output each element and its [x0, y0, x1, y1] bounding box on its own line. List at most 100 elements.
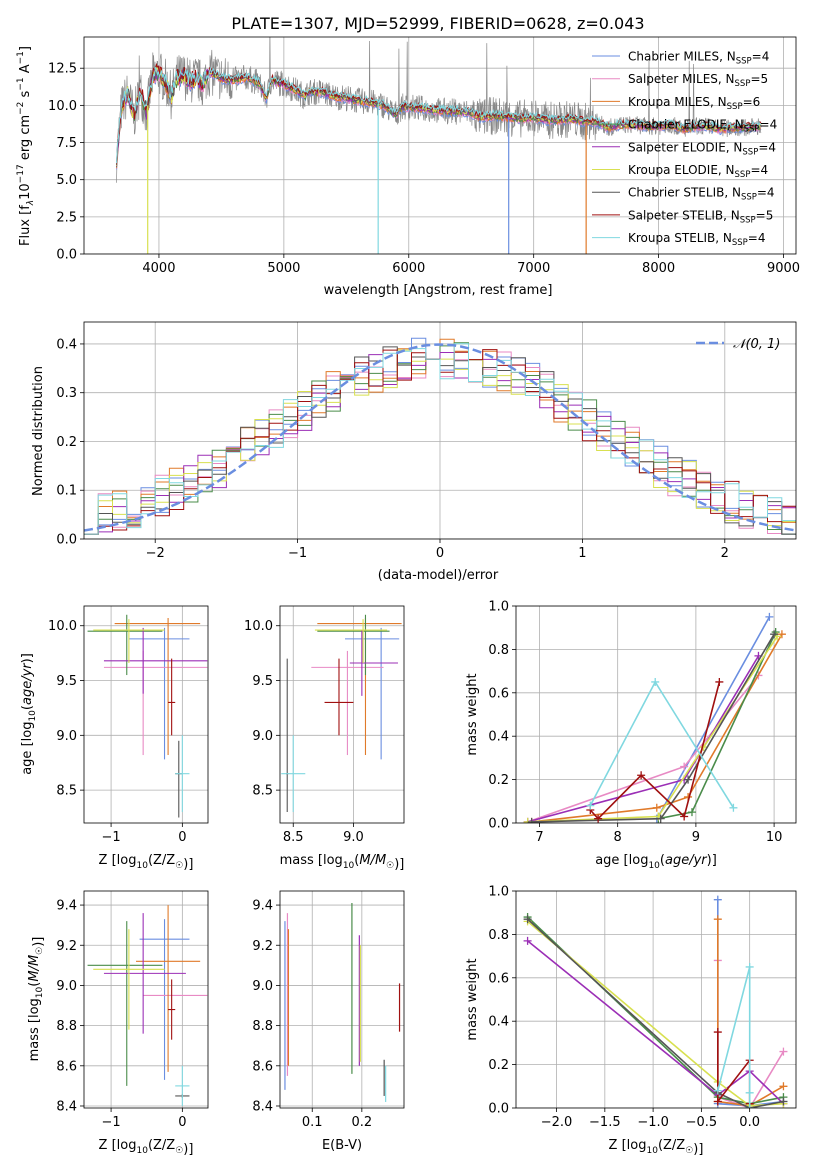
x-tick-label: 2 [721, 546, 729, 561]
legend-entry: Chabrier STELIB, NSSP=4 [628, 186, 775, 203]
label-part: )] [183, 1142, 193, 1157]
mass-weight-line [527, 918, 784, 1108]
mass-weight-line [656, 616, 771, 820]
x-tick-label: −1 [101, 830, 120, 845]
axes-frame [515, 890, 797, 1109]
legend-text: Salpeter MILES, N [628, 72, 735, 86]
legend-text: =4 [748, 231, 766, 245]
legend-entry: Salpeter MILES, NSSP=5 [628, 72, 768, 89]
y-tick-label: 9.2 [252, 939, 273, 954]
mass-weight-marker [779, 1082, 788, 1091]
x-axis-label: Z [log10(Z/Z☉)] [609, 1138, 704, 1157]
label-part: Z/Z [153, 853, 175, 868]
label-part: )] [31, 937, 46, 947]
legend-text: =5 [750, 72, 768, 86]
x-tick-label: 9.0 [343, 830, 364, 845]
y-tick-label: 0.0 [488, 817, 509, 832]
mass-weight-marker [729, 803, 738, 812]
axes-frame [515, 605, 797, 824]
x-tick-label: 0.2 [351, 1115, 372, 1130]
x-tick-label: 7 [535, 830, 543, 845]
mass-weight-line [717, 966, 751, 1108]
label-sub: 10 [136, 861, 148, 871]
legend-entry: Kroupa MILES, NSSP=6 [628, 95, 760, 112]
y-tick-label: 5.0 [56, 173, 77, 188]
mass-weight-marker [779, 1047, 788, 1056]
y-tick-label: 0.0 [56, 248, 77, 263]
label-part: )] [20, 653, 35, 663]
label-part: Z/Z [153, 1138, 175, 1153]
label-sub: 10 [28, 710, 38, 722]
mass-weight-marker [713, 1097, 722, 1106]
panel-age_vs_Z: −1 08.59.09.510.0Z [log10(Z/Z☉)]age [log1… [20, 605, 209, 872]
label-part: age [log [595, 853, 648, 868]
y-tick-label: 8.6 [252, 1059, 273, 1074]
label-part: mass [log [27, 998, 42, 1061]
x-tick-label: −2.0 [541, 1115, 573, 1130]
x-tick-label: 8 [614, 830, 622, 845]
y-tick-label: 8.8 [56, 1019, 77, 1034]
y-tick-label: 0.4 [488, 730, 509, 745]
y-tick-label: 0.2 [56, 435, 77, 450]
panel-ebv: 0.1 0.2 8.4 8.6 8.8 9.0 9.2 9.4 E(B-V) [252, 890, 405, 1153]
x-axis-label: Z [log10(Z/Z☉)] [99, 853, 194, 872]
x-tick-label: 0.1 [302, 1115, 323, 1130]
label-part: ( [20, 705, 35, 710]
plot-area [516, 606, 796, 823]
label-part: ☉ [35, 947, 45, 955]
legend-text: Salpeter STELIB, N [628, 208, 740, 222]
x-tick-label: 0 [178, 1115, 186, 1130]
legend-text: Chabrier ELODIE, N [628, 118, 744, 132]
y-axis-label: age [log10(age/yr)] [20, 653, 38, 775]
plot-area [280, 891, 404, 1108]
label-part: ( [658, 1138, 663, 1153]
label-part: 10 [18, 183, 33, 200]
figure-title: PLATE=1307, MJD=52999, FIBERID=0628, z=0… [231, 14, 644, 33]
x-axis-label: E(B-V) [322, 1138, 362, 1153]
panel-massweight_vs_age: 7 8 9 10 0.0 0.2 0.4 0.6 0.8 1.0 mass weight age [l… [465, 600, 797, 871]
legend-entry: Chabrier ELODIE, NSSP=4 [628, 118, 777, 135]
label-part: ] [18, 46, 33, 51]
label-part: )] [693, 1142, 703, 1157]
x-tick-label: 9 [692, 830, 700, 845]
mass-weight-marker [715, 677, 724, 686]
y-tick-label: 0.2 [488, 1058, 509, 1073]
mass-weight-marker [745, 1104, 754, 1108]
mass-weight-marker [594, 814, 603, 823]
label-part: λ [26, 200, 36, 206]
label-part: )] [183, 857, 193, 872]
y-tick-label: 7.5 [56, 136, 77, 151]
y-tick-label: 9.5 [252, 674, 273, 689]
legend-sub: SSP [735, 79, 751, 89]
mass-weight-marker [651, 677, 660, 686]
legend-text: =5 [756, 208, 774, 222]
panel-mass_vs_Z: −1 08.48.68.89.09.29.4Z [log10(Z/Z☉)]mass… [27, 890, 209, 1157]
legend-text: =4 [752, 50, 770, 64]
x-tick-label: 5000 [267, 261, 300, 276]
label-part: ( [148, 853, 153, 868]
legend-entry: Salpeter ELODIE, NSSP=4 [628, 140, 776, 157]
label-part: ( [148, 1138, 153, 1153]
x-tick-label: −2 [146, 546, 165, 561]
legend-sub: SSP [740, 215, 756, 225]
legend-sub: SSP [736, 57, 752, 67]
legend-text: =4 [750, 163, 768, 177]
plot-area [84, 891, 208, 1108]
mass-weight-marker [586, 801, 595, 810]
mass-weight-marker [656, 814, 665, 823]
y-tick-label: 8.4 [252, 1099, 273, 1114]
axes-frame [83, 36, 797, 255]
legend-sub: SSP [732, 238, 748, 248]
mass-weight-line [717, 919, 784, 1107]
label-part: ( [354, 853, 359, 868]
y-tick-label: 1.0 [488, 600, 509, 615]
mass-weight-marker [680, 812, 689, 821]
x-axis-label: (data-model)/error [378, 568, 499, 583]
axes-frame [279, 890, 405, 1109]
mass-weight-line [527, 940, 784, 1105]
y-axis-label: mass weight [465, 958, 480, 1040]
mass-weight-marker [770, 630, 779, 639]
label-part: M/M [359, 853, 386, 868]
label-sub: 10 [35, 986, 45, 998]
y-tick-label: 9.2 [56, 939, 77, 954]
